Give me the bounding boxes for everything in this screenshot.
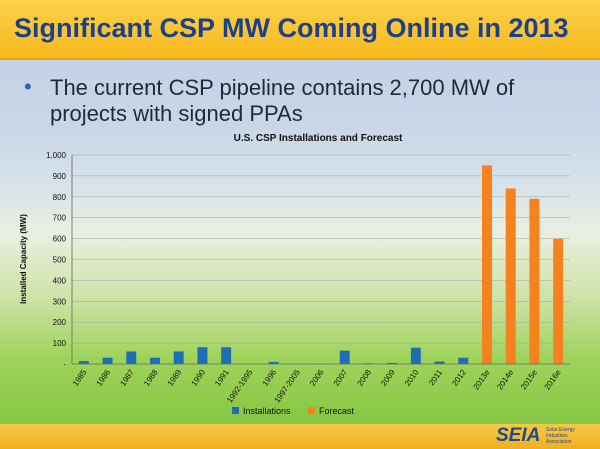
x-tick-label: 2010	[403, 368, 421, 388]
bar-installations-2010	[410, 347, 421, 364]
y-tick-label: 100	[53, 339, 67, 348]
bars	[78, 165, 564, 364]
gridlines	[72, 154, 570, 344]
bar-installations-1989	[173, 351, 184, 364]
y-tick-label: 700	[53, 214, 67, 223]
logo-tagline: Solar Energy Industries Association	[546, 427, 575, 445]
x-tick-label: 2006	[308, 368, 326, 388]
x-tick-label: 1990	[189, 368, 207, 388]
bar-installations-2012	[458, 357, 469, 364]
chart-title: U.S. CSP Installations and Forecast	[234, 133, 403, 144]
y-tick-label: 500	[53, 256, 67, 265]
y-tick-label: 400	[53, 276, 67, 285]
bar-installations-1990	[197, 347, 208, 364]
bar-installations-1988	[150, 357, 160, 364]
bar-forecast-2015e	[529, 198, 540, 364]
x-tick-label: 2015e	[519, 368, 539, 392]
legend-swatch-installations	[232, 407, 239, 414]
y-axis-label: Installed Capacity (MW)	[19, 214, 28, 304]
y-tick-label: -	[63, 360, 66, 369]
bar-installations-1985	[78, 361, 89, 364]
x-tick-label: 1996	[261, 368, 279, 388]
title-bar: Significant CSP MW Coming Online in 2013	[0, 0, 600, 60]
seia-logo: SEIA Solar Energy Industries Association	[496, 425, 588, 447]
x-tick-label: 1989	[166, 368, 184, 388]
bar-installations-2011	[434, 361, 445, 364]
bar-installations-1986	[102, 357, 113, 364]
bar-installations-1996	[268, 361, 279, 364]
y-tick-label: 300	[53, 297, 67, 306]
y-tick-label: 900	[53, 172, 67, 181]
x-tick-label: 1986	[95, 368, 113, 388]
y-tick-label: 1,000	[46, 151, 67, 160]
legend: Installations Forecast	[232, 406, 355, 416]
x-tick-label: 2016e	[543, 368, 563, 392]
x-tick-label: 1988	[142, 368, 160, 388]
x-tick-label: 2011	[427, 368, 445, 388]
x-tick-label: 1991	[213, 368, 231, 388]
bar-forecast-2016e	[553, 238, 564, 364]
bar-installations-1991	[221, 347, 232, 364]
x-tick-label: 2014e	[495, 368, 515, 392]
x-tick-label: 2007	[332, 368, 350, 388]
x-tick-label: 1987	[118, 368, 136, 388]
bottom-strip	[0, 424, 600, 449]
bullet-dot-icon: •	[24, 74, 32, 99]
bar-installations-2007	[339, 350, 350, 364]
legend-label-forecast: Forecast	[319, 406, 355, 416]
slide-title: Significant CSP MW Coming Online in 2013	[14, 13, 569, 43]
y-tick-label: 200	[53, 318, 67, 327]
bar-chart: U.S. CSP Installations and Forecast Inst…	[19, 133, 570, 416]
y-tick-label: 600	[53, 235, 67, 244]
x-tick-label: 2009	[379, 368, 397, 388]
y-tick-label: 800	[53, 193, 67, 202]
legend-label-installations: Installations	[243, 406, 291, 416]
y-axis-ticks: - 100 200 300 400 500 600 700 800 900 1,000	[46, 151, 67, 369]
bullet-text: The current CSP pipeline contains 2,700 …	[50, 75, 515, 126]
x-tick-label: 2008	[355, 368, 373, 388]
bar-installations-1987	[126, 351, 137, 364]
x-tick-label: 2013e	[472, 368, 492, 392]
x-tick-label: 2012	[450, 368, 468, 388]
logo-word: SEIA	[496, 425, 541, 446]
bar-forecast-2014e	[505, 188, 516, 364]
bar-forecast-2013e	[482, 165, 492, 364]
bar-installations-2009	[387, 362, 398, 364]
x-tick-label: 1985	[71, 368, 89, 388]
legend-swatch-forecast	[308, 407, 315, 414]
